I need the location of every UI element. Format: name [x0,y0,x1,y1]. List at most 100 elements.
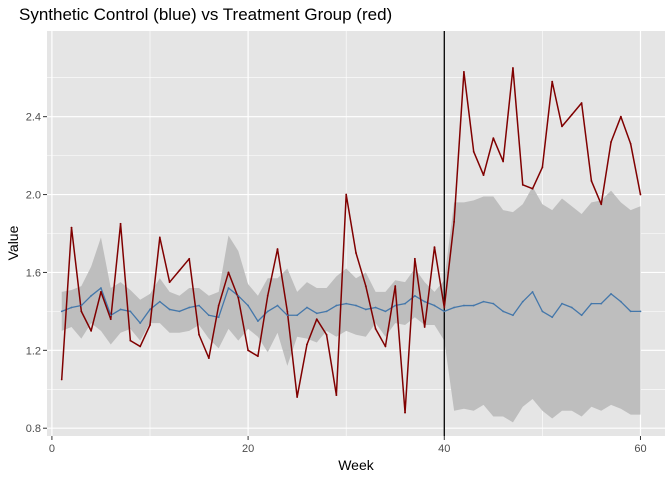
data-point-treatment [237,296,240,299]
data-point-treatment [227,271,230,274]
data-point-treatment [600,203,603,206]
data-point-control [286,314,289,317]
data-point-control [335,304,338,307]
data-point-treatment [257,355,259,358]
data-point-treatment [119,222,122,225]
y-axis-title: Value [5,225,21,260]
data-point-treatment [502,160,505,163]
data-point-control [570,306,573,309]
data-point-treatment [364,285,367,287]
data-point-treatment [541,166,544,169]
data-point-control [90,294,93,297]
data-point-control [512,314,514,317]
chart-title: Synthetic Control (blue) vs Treatment Gr… [19,5,392,24]
series-control-line [61,287,641,324]
data-point-control [315,312,318,315]
x-tick-label: 40 [438,443,450,455]
y-tick-label: 2.4 [26,112,41,124]
data-point-treatment [394,285,397,287]
y-tick-label: 1.6 [26,267,41,279]
data-point-treatment [345,193,348,196]
data-point-treatment [178,269,181,272]
data-point-control [374,306,377,309]
data-point-treatment [561,125,563,128]
data-point-control [404,302,406,305]
data-point-control [551,316,554,319]
data-point-treatment [384,345,387,348]
data-point-control [266,310,269,313]
data-point-control [541,310,544,313]
data-point-control [207,314,210,317]
data-point-treatment [109,318,112,321]
x-tick-label: 60 [634,443,646,455]
data-point-control [227,287,230,289]
data-point-control [384,310,387,313]
data-point-control [492,302,495,305]
data-point-treatment [629,143,632,145]
data-point-control [482,300,485,303]
data-point-control [129,310,132,313]
data-point-control [276,304,279,307]
data-point-treatment [90,329,93,332]
data-point-treatment [266,294,269,297]
data-point-treatment [306,343,308,346]
data-point-treatment [610,141,612,143]
data-point-treatment [100,291,102,293]
y-tick-label: 2.0 [26,190,41,202]
data-point-treatment [639,193,642,196]
data-point-treatment [149,324,151,326]
series-treatment-line [60,67,642,414]
data-point-control [629,310,632,313]
data-point-control [168,308,171,311]
data-point-control [158,300,161,303]
data-point-control [364,308,367,311]
data-point-control [325,310,328,313]
data-point-treatment [296,396,299,398]
data-point-control [561,302,563,305]
data-point-control [394,304,397,307]
data-point-control [178,310,181,313]
data-point-treatment [139,345,142,348]
data-point-treatment [492,137,495,139]
data-point-control [590,302,593,305]
x-tick-label: 20 [242,443,254,455]
data-point-control [306,306,308,309]
data-point-control [149,308,151,311]
data-point-treatment [404,411,406,414]
data-point-control [472,304,475,307]
x-axis-title: Week [338,457,375,473]
data-point-treatment [188,257,191,260]
data-point-treatment [70,226,73,229]
data-point-treatment [521,183,524,186]
data-point-treatment [247,349,250,352]
data-point-treatment [129,339,132,342]
data-point-treatment [433,246,436,249]
data-point-treatment [570,113,573,116]
data-point-treatment [60,378,63,381]
data-point-control [463,304,465,307]
data-point-treatment [531,187,534,190]
x-axis: 0 20 40 60 [49,436,647,455]
data-point-treatment [207,357,210,360]
data-point-control [119,308,122,311]
data-point-treatment [551,80,554,83]
data-point-control [217,316,220,319]
y-axis: 0.8 1.2 1.6 2.0 2.4 [26,112,47,435]
data-point-treatment [315,318,318,321]
data-point-control [502,310,505,313]
data-point-treatment [158,236,161,239]
data-point-treatment [453,220,455,223]
data-point-treatment [355,252,357,254]
x-tick-label: 0 [49,443,55,455]
data-point-control [100,287,102,289]
data-point-control [433,304,436,307]
data-point-control [639,310,642,313]
data-point-treatment [580,102,583,104]
data-point-control [237,294,240,297]
data-point-control [345,302,348,305]
data-point-treatment [374,328,377,330]
data-point-control [198,304,200,307]
data-point-control [600,302,603,305]
data-point-control [453,306,455,309]
data-point-treatment [198,333,200,336]
